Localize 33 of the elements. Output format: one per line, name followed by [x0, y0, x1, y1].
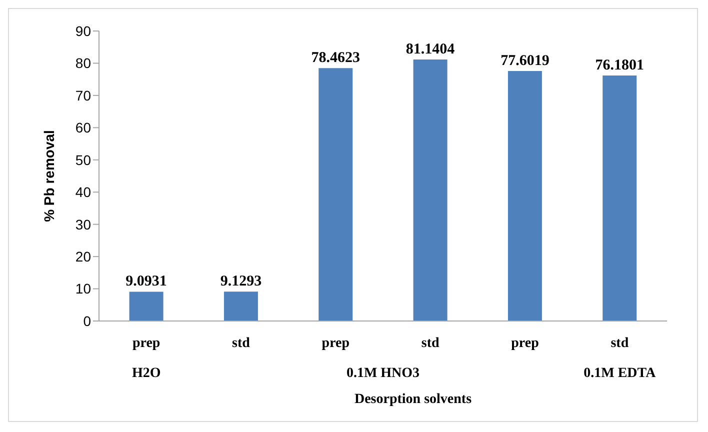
y-tick-label: 50: [75, 152, 92, 168]
text: 0.1M EDTA: [584, 366, 656, 382]
x-tick-label: prep: [132, 336, 160, 351]
data-label: 78.4623: [311, 50, 360, 66]
x-tick-label: std: [421, 336, 440, 351]
x-tick-label: std: [232, 336, 250, 351]
y-tick-label: 70: [75, 87, 92, 104]
y-tick-label: 90: [75, 22, 92, 39]
data-label: 9.0931: [126, 274, 167, 290]
x-axis-title: Desorption solvents: [354, 392, 472, 407]
y-tick-label: 20: [75, 248, 92, 265]
x-tick-label: std: [610, 336, 629, 351]
y-tick-label: 10: [75, 280, 92, 297]
y-tick-label: 0: [83, 312, 92, 329]
y-axis-title: % Pb removal: [40, 130, 57, 222]
y-tick-label: 60: [75, 120, 92, 136]
data-label: 77.6019: [500, 52, 550, 69]
bar: [129, 292, 164, 321]
y-tick-label: 80: [75, 55, 92, 72]
bar: [602, 76, 637, 321]
bar: [413, 60, 448, 321]
x-tick-label: prep: [322, 336, 350, 351]
bar: [224, 292, 258, 321]
data-label: 9.1293: [220, 274, 262, 290]
data-label: 81.1404: [406, 42, 456, 58]
x-tick-label: prep: [511, 336, 540, 351]
bar: [508, 70, 542, 321]
text: H2O: [132, 366, 161, 382]
bar: [318, 68, 353, 321]
text: 0.1M HNO3: [346, 366, 420, 382]
y-tick-label: 40: [75, 184, 92, 200]
data-label: 76.1801: [595, 58, 644, 74]
y-tick-label: 30: [75, 216, 92, 232]
